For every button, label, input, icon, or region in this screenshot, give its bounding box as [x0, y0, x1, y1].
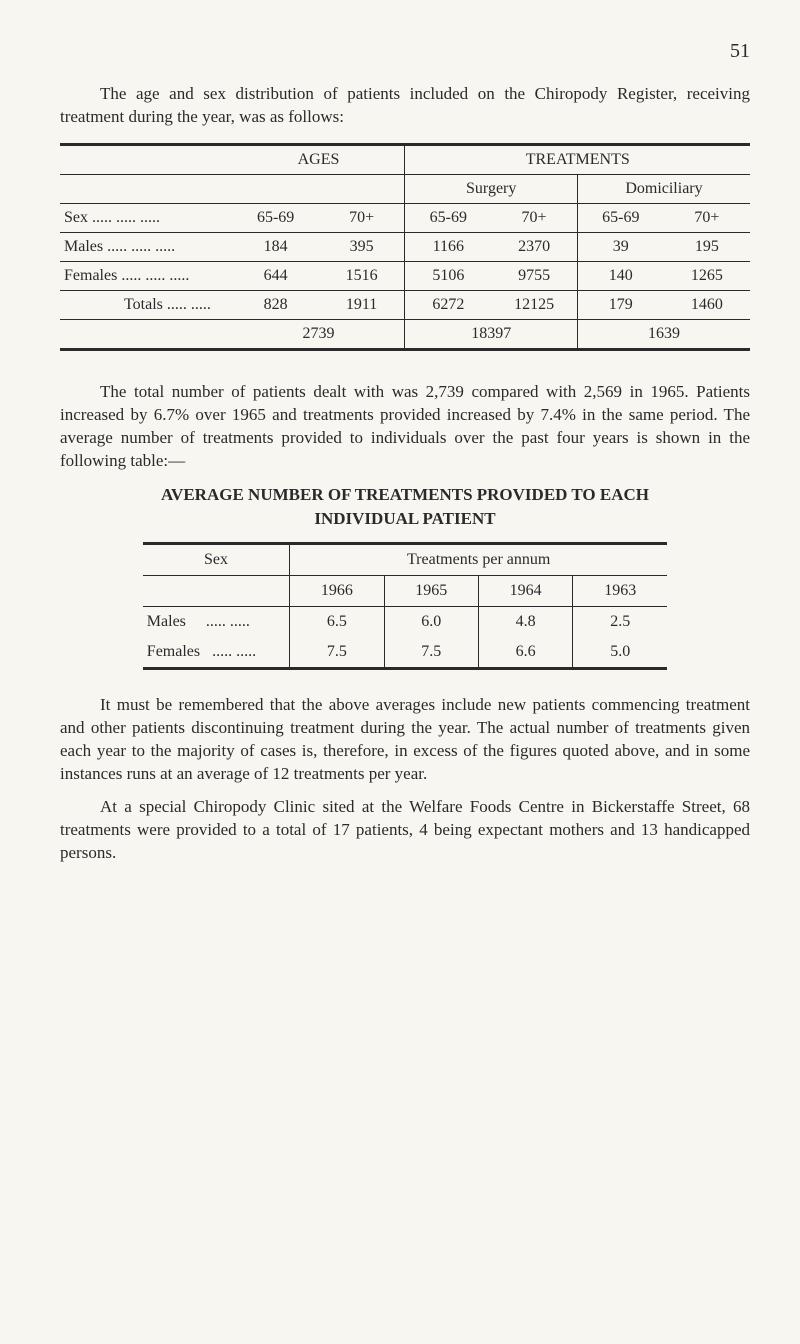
row-label-males: Males ..... ..... [143, 606, 290, 637]
dom-col-b: 70+ [664, 203, 750, 232]
cell: 395 [319, 232, 405, 261]
cell: 7.5 [290, 637, 384, 669]
page-number: 51 [60, 40, 750, 63]
cell: 195 [664, 232, 750, 261]
surgery-col-a: 65-69 [405, 203, 491, 232]
header-treatments-per-annum: Treatments per annum [290, 543, 668, 575]
header-ages: AGES [233, 144, 405, 174]
cell: 1516 [319, 261, 405, 290]
row-label-females: Females ..... ..... [143, 637, 290, 669]
dom-col-a: 65-69 [577, 203, 663, 232]
avg-treatments-table: AVERAGE NUMBER OF TREATMENTS PROVIDED TO… [143, 483, 667, 670]
cell: 179 [577, 290, 663, 319]
body-paragraph-2: The total number of patients dealt with … [60, 381, 750, 473]
cell: 6.0 [384, 606, 478, 637]
cell: 2.5 [573, 606, 667, 637]
cell: 5106 [405, 261, 491, 290]
row-sex-label: Sex [60, 203, 233, 232]
year-col: 1963 [573, 575, 667, 606]
cell: 2370 [491, 232, 577, 261]
grand-surgery: 18397 [405, 319, 577, 349]
surgery-col-b: 70+ [491, 203, 577, 232]
body-paragraph-4: At a special Chiropody Clinic sited at t… [60, 796, 750, 865]
cell: 7.5 [384, 637, 478, 669]
cell: 644 [233, 261, 319, 290]
year-col: 1966 [290, 575, 384, 606]
cell: 12125 [491, 290, 577, 319]
header-treatments: TREATMENTS [405, 144, 750, 174]
table2-title: AVERAGE NUMBER OF TREATMENTS PROVIDED TO… [143, 483, 667, 532]
cell: 9755 [491, 261, 577, 290]
cell: 6272 [405, 290, 491, 319]
age-sex-distribution-table: AGES TREATMENTS Surgery Domiciliary Sex … [60, 143, 750, 351]
cell: 828 [233, 290, 319, 319]
grand-domiciliary: 1639 [577, 319, 750, 349]
cell: 1911 [319, 290, 405, 319]
subheader-domiciliary: Domiciliary [577, 174, 750, 203]
grand-ages: 2739 [233, 319, 405, 349]
age-col-b: 70+ [319, 203, 405, 232]
cell: 1166 [405, 232, 491, 261]
cell: 6.6 [478, 637, 572, 669]
age-col-a: 65-69 [233, 203, 319, 232]
cell: 5.0 [573, 637, 667, 669]
cell: 39 [577, 232, 663, 261]
row-label-totals: Totals ..... ..... [60, 290, 233, 319]
body-paragraph-3: It must be remembered that the above ave… [60, 694, 750, 786]
row-label-females: Females [60, 261, 233, 290]
cell: 140 [577, 261, 663, 290]
subheader-surgery: Surgery [405, 174, 577, 203]
year-col: 1964 [478, 575, 572, 606]
row-label-males: Males [60, 232, 233, 261]
cell: 6.5 [290, 606, 384, 637]
cell: 1265 [664, 261, 750, 290]
cell: 184 [233, 232, 319, 261]
intro-paragraph: The age and sex distribution of patients… [60, 83, 750, 129]
header-sex: Sex [143, 543, 290, 575]
year-col: 1965 [384, 575, 478, 606]
cell: 1460 [664, 290, 750, 319]
cell: 4.8 [478, 606, 572, 637]
